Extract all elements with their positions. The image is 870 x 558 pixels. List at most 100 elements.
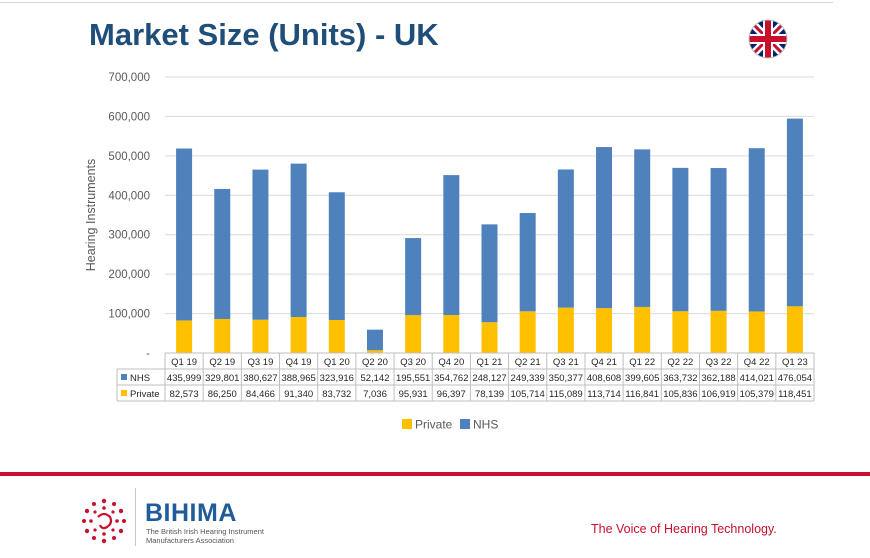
data-label: 362,188	[701, 373, 735, 384]
x-tick-label: Q1 21	[477, 357, 503, 368]
bar-private	[290, 316, 307, 353]
data-label: 414,021	[740, 373, 774, 384]
market-size-chart: - 100,000 200,000 300,000 400,000 500,000 600,…	[84, 72, 815, 432]
x-tick-label: Q2 20	[362, 357, 388, 368]
bar-nhs	[786, 118, 803, 307]
bar-private	[443, 314, 460, 353]
y-tick-label: 400,000	[108, 190, 150, 202]
x-tick-label: Q4 22	[744, 357, 770, 368]
data-label: 476,054	[778, 373, 812, 384]
legend-swatch	[402, 419, 412, 429]
x-tick-label: Q4 21	[591, 357, 617, 368]
x-tick-label: Q2 22	[667, 357, 693, 368]
table-legend-key	[121, 390, 127, 396]
data-label: 106,919	[701, 389, 735, 400]
y-tick-label: 700,000	[108, 72, 150, 84]
data-label: 78,139	[475, 389, 504, 400]
bar-private	[405, 315, 422, 353]
x-tick-label: Q1 23	[782, 357, 808, 368]
x-tick-label: Q1 22	[629, 357, 655, 368]
bar-private	[252, 319, 269, 353]
data-label: 95,931	[399, 389, 428, 400]
data-label: 113,714	[587, 389, 621, 400]
x-tick-label: Q2 19	[209, 357, 235, 368]
x-tick-label: Q3 21	[553, 357, 579, 368]
bar-private	[786, 306, 803, 353]
bar-private	[748, 311, 765, 353]
data-label: 195,551	[396, 373, 430, 384]
data-label: 323,916	[320, 373, 354, 384]
bar-nhs	[252, 169, 269, 320]
legend-label: NHS	[473, 418, 498, 432]
data-label: 435,999	[167, 373, 201, 384]
table-row-label: NHS	[130, 373, 150, 384]
x-tick-label: Q1 19	[171, 357, 197, 368]
logo-name: BIHIMA	[145, 499, 237, 527]
page-title: Market Size (Units) - UK	[89, 17, 439, 52]
data-label: 116,841	[625, 389, 659, 400]
bar-nhs	[366, 329, 383, 351]
uk-flag-icon	[748, 19, 788, 59]
y-axis-label: Hearing Instruments	[84, 159, 98, 272]
bar-nhs	[710, 168, 727, 311]
data-label: 96,397	[437, 389, 466, 400]
y-tick-label: 300,000	[108, 230, 150, 242]
data-label: 354,762	[434, 373, 468, 384]
bar-nhs	[328, 192, 345, 320]
data-label: 408,608	[587, 373, 621, 384]
x-tick-label: Q3 22	[706, 357, 732, 368]
bar-private	[481, 322, 498, 353]
bihima-logo-icon	[82, 498, 126, 544]
x-tick-label: Q3 20	[400, 357, 426, 368]
y-tick-label: 100,000	[108, 309, 150, 321]
table-legend-key	[121, 374, 127, 380]
data-label: 249,339	[511, 373, 545, 384]
legend-label: Private	[415, 418, 453, 432]
x-tick-label: Q4 19	[286, 357, 312, 368]
data-label: 350,377	[549, 373, 583, 384]
bar-private	[596, 308, 613, 353]
table-row-label: Private	[130, 389, 160, 400]
data-label: 329,801	[205, 373, 239, 384]
bar-private	[672, 311, 689, 353]
y-tick-label: 500,000	[108, 151, 150, 163]
bar-nhs	[672, 167, 689, 312]
bar-nhs	[443, 175, 460, 315]
bar-nhs	[405, 238, 422, 316]
bar-nhs	[748, 148, 765, 312]
x-tick-label: Q4 20	[438, 357, 464, 368]
bar-private	[366, 350, 383, 353]
data-label: 388,965	[281, 373, 315, 384]
logo-subtitle-line-1: The British Irish Hearing Instrument	[146, 527, 264, 536]
bar-nhs	[557, 169, 574, 308]
data-label: 52,142	[360, 373, 389, 384]
bar-private	[214, 318, 231, 353]
data-label: 248,127	[472, 373, 506, 384]
bar-nhs	[176, 148, 193, 321]
legend-swatch	[460, 419, 470, 429]
data-label: 84,466	[246, 389, 275, 400]
data-label: 86,250	[208, 389, 237, 400]
y-tick-label: 200,000	[108, 269, 150, 281]
data-label: 83,732	[322, 389, 351, 400]
y-tick-label: -	[146, 348, 150, 360]
data-label: 115,089	[549, 389, 583, 400]
data-label: 91,340	[284, 389, 313, 400]
logo-subtitle-line-2: Manufacturers Association	[146, 536, 234, 545]
data-label: 105,836	[663, 389, 697, 400]
data-label: 363,732	[663, 373, 697, 384]
data-label: 380,627	[243, 373, 277, 384]
data-label: 82,573	[170, 389, 199, 400]
data-label: 105,714	[511, 389, 545, 400]
data-label: 118,451	[778, 389, 812, 400]
tagline: The Voice of Hearing Technology.	[591, 522, 777, 536]
bar-nhs	[214, 188, 231, 319]
bar-nhs	[481, 224, 498, 323]
y-tick-label: 600,000	[108, 111, 150, 123]
bar-private	[519, 311, 536, 353]
bar-nhs	[596, 147, 613, 309]
bar-private	[557, 307, 574, 353]
bar-private	[634, 306, 651, 353]
data-label: 399,605	[625, 373, 659, 384]
x-tick-label: Q1 20	[324, 357, 350, 368]
